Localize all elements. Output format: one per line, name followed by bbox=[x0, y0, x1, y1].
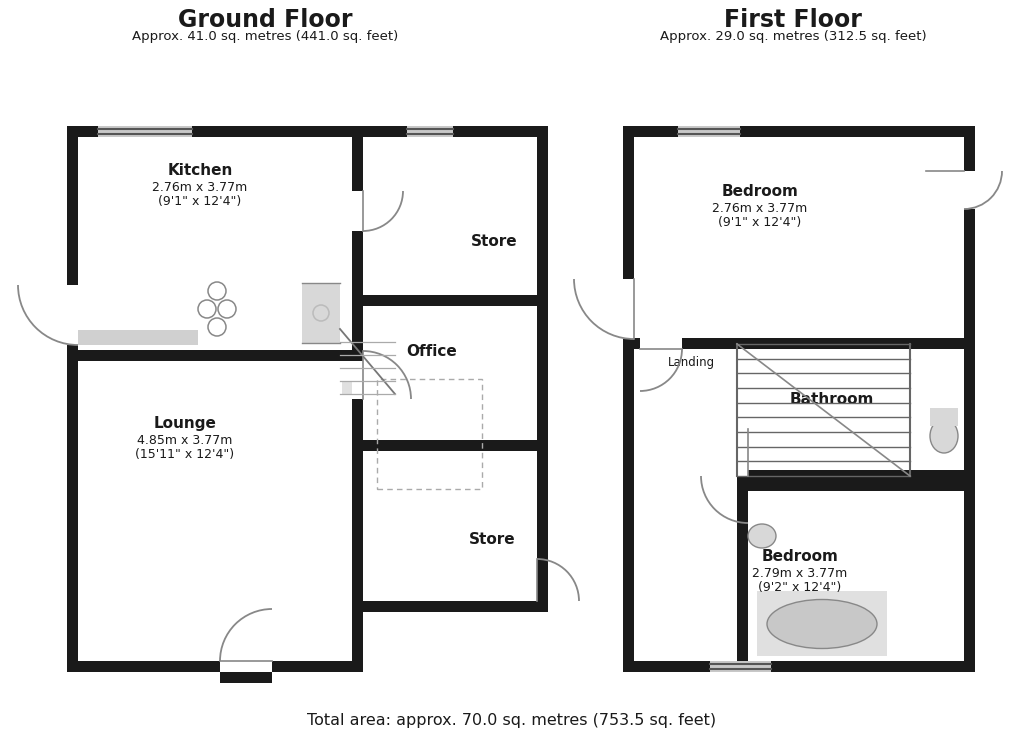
Bar bbox=[352, 231, 362, 351]
Ellipse shape bbox=[930, 419, 958, 453]
Bar bbox=[623, 126, 634, 672]
Bar bbox=[67, 126, 78, 672]
Bar bbox=[362, 126, 407, 137]
Bar bbox=[634, 126, 678, 137]
Text: Office: Office bbox=[407, 344, 458, 359]
Bar bbox=[710, 661, 771, 672]
Bar bbox=[272, 661, 362, 672]
Bar bbox=[634, 661, 710, 672]
Text: First Floor: First Floor bbox=[724, 8, 862, 32]
Text: Store: Store bbox=[471, 234, 517, 249]
Text: Kitchen: Kitchen bbox=[167, 163, 232, 178]
Text: (9'1" x 12'4"): (9'1" x 12'4") bbox=[719, 216, 802, 229]
Bar bbox=[623, 661, 975, 672]
Text: (9'1" x 12'4"): (9'1" x 12'4") bbox=[159, 195, 242, 208]
Bar bbox=[98, 126, 193, 137]
Bar bbox=[737, 476, 748, 672]
Bar bbox=[623, 126, 975, 137]
Bar bbox=[726, 338, 921, 349]
Bar bbox=[407, 126, 453, 137]
Text: Approx. 41.0 sq. metres (441.0 sq. feet): Approx. 41.0 sq. metres (441.0 sq. feet) bbox=[132, 30, 398, 42]
Bar bbox=[352, 295, 548, 306]
Bar bbox=[771, 661, 964, 672]
Text: Bedroom: Bedroom bbox=[762, 549, 839, 564]
Text: 2.76m x 3.77m: 2.76m x 3.77m bbox=[153, 181, 248, 194]
Text: Approx. 29.0 sq. metres (312.5 sq. feet): Approx. 29.0 sq. metres (312.5 sq. feet) bbox=[659, 30, 927, 42]
Bar bbox=[737, 429, 748, 476]
Bar bbox=[930, 408, 958, 426]
Text: Store: Store bbox=[469, 532, 515, 547]
Bar bbox=[640, 338, 682, 349]
Bar bbox=[737, 470, 975, 481]
Bar bbox=[623, 279, 634, 339]
Text: (15'11" x 12'4"): (15'11" x 12'4") bbox=[135, 448, 234, 461]
Bar bbox=[757, 591, 887, 656]
Ellipse shape bbox=[748, 524, 776, 548]
Text: 2.76m x 3.77m: 2.76m x 3.77m bbox=[713, 202, 808, 215]
Text: (9'2" x 12'4"): (9'2" x 12'4") bbox=[759, 581, 842, 594]
Bar bbox=[964, 171, 975, 209]
Text: 4.85m x 3.77m: 4.85m x 3.77m bbox=[137, 434, 232, 447]
Bar bbox=[342, 382, 352, 394]
Bar bbox=[737, 429, 748, 486]
Bar bbox=[67, 350, 362, 361]
Bar bbox=[537, 126, 548, 612]
Bar bbox=[67, 126, 548, 137]
Bar bbox=[453, 126, 537, 137]
Bar bbox=[193, 126, 352, 137]
Text: Lounge: Lounge bbox=[154, 416, 216, 431]
Bar bbox=[302, 283, 340, 343]
Bar bbox=[67, 126, 98, 137]
Bar bbox=[352, 601, 548, 612]
Ellipse shape bbox=[767, 600, 877, 649]
Bar bbox=[737, 480, 975, 491]
Text: Bedroom: Bedroom bbox=[722, 184, 799, 199]
Bar bbox=[220, 672, 272, 683]
Bar bbox=[352, 137, 362, 191]
Bar bbox=[377, 379, 482, 489]
Text: Ground Floor: Ground Floor bbox=[178, 8, 352, 32]
Bar bbox=[352, 399, 362, 672]
Bar bbox=[623, 338, 975, 349]
Text: 2.79m x 3.77m: 2.79m x 3.77m bbox=[753, 567, 848, 580]
Text: Landing: Landing bbox=[668, 356, 715, 369]
Bar bbox=[740, 126, 964, 137]
Bar bbox=[78, 330, 198, 345]
Bar bbox=[67, 285, 78, 345]
Text: Bathroom: Bathroom bbox=[790, 392, 874, 407]
Bar bbox=[964, 126, 975, 672]
Bar bbox=[67, 661, 220, 672]
Text: Total area: approx. 70.0 sq. metres (753.5 sq. feet): Total area: approx. 70.0 sq. metres (753… bbox=[307, 713, 717, 728]
Bar bbox=[678, 126, 740, 137]
Bar bbox=[352, 440, 548, 451]
